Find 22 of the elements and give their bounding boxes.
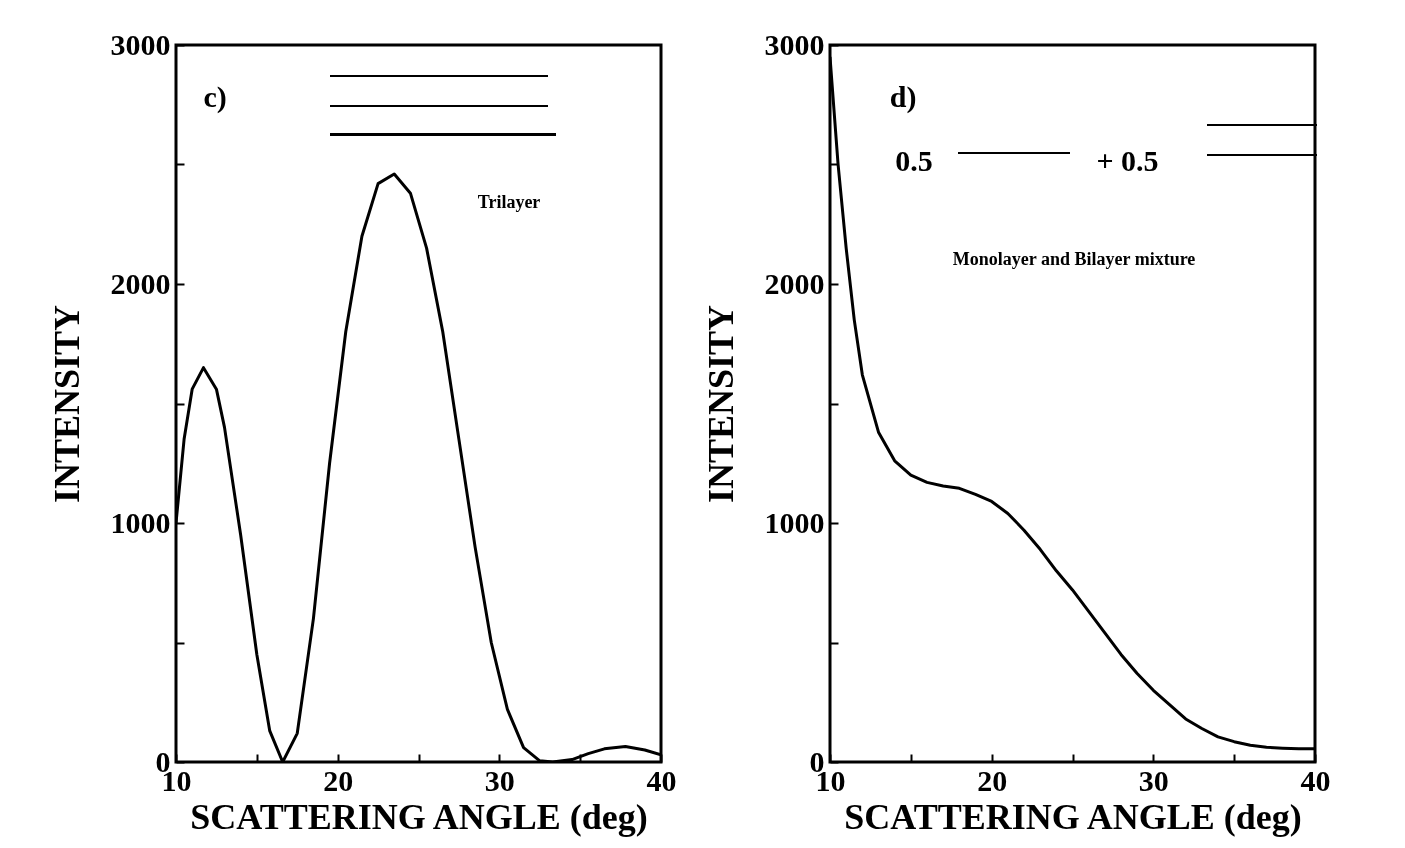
y-tick-label: 3000 (764, 27, 825, 61)
x-tick-label: 30 (484, 763, 515, 797)
y-tick-label: 2000 (110, 266, 171, 300)
y-tick-label: 1000 (764, 505, 825, 539)
x-axis-title: SCATTERING ANGLE (deg) (844, 796, 1302, 837)
x-tick-label: 20 (323, 763, 354, 797)
annotation: Trilayer (477, 191, 541, 212)
y-tick-label: 2000 (764, 266, 825, 300)
x-tick-label: 30 (1138, 763, 1169, 797)
annotation: Monolayer and Bilayer mixture (952, 249, 1196, 270)
annotation: + 0.5 (1096, 144, 1159, 178)
x-tick-label: 40 (646, 763, 677, 797)
x-tick-label: 40 (1300, 763, 1331, 797)
y-tick-label: 1000 (110, 505, 171, 539)
y-tick-label: 3000 (110, 27, 171, 61)
x-axis-title: SCATTERING ANGLE (deg) (190, 796, 648, 837)
x-tick-label: 20 (977, 763, 1008, 797)
annotation: c) (203, 79, 227, 114)
annotation: 0.5 (895, 144, 933, 178)
y-axis-title: INTENSITY (46, 304, 87, 504)
y-axis-title: INTENSITY (700, 304, 741, 504)
annotation: d) (889, 79, 917, 114)
